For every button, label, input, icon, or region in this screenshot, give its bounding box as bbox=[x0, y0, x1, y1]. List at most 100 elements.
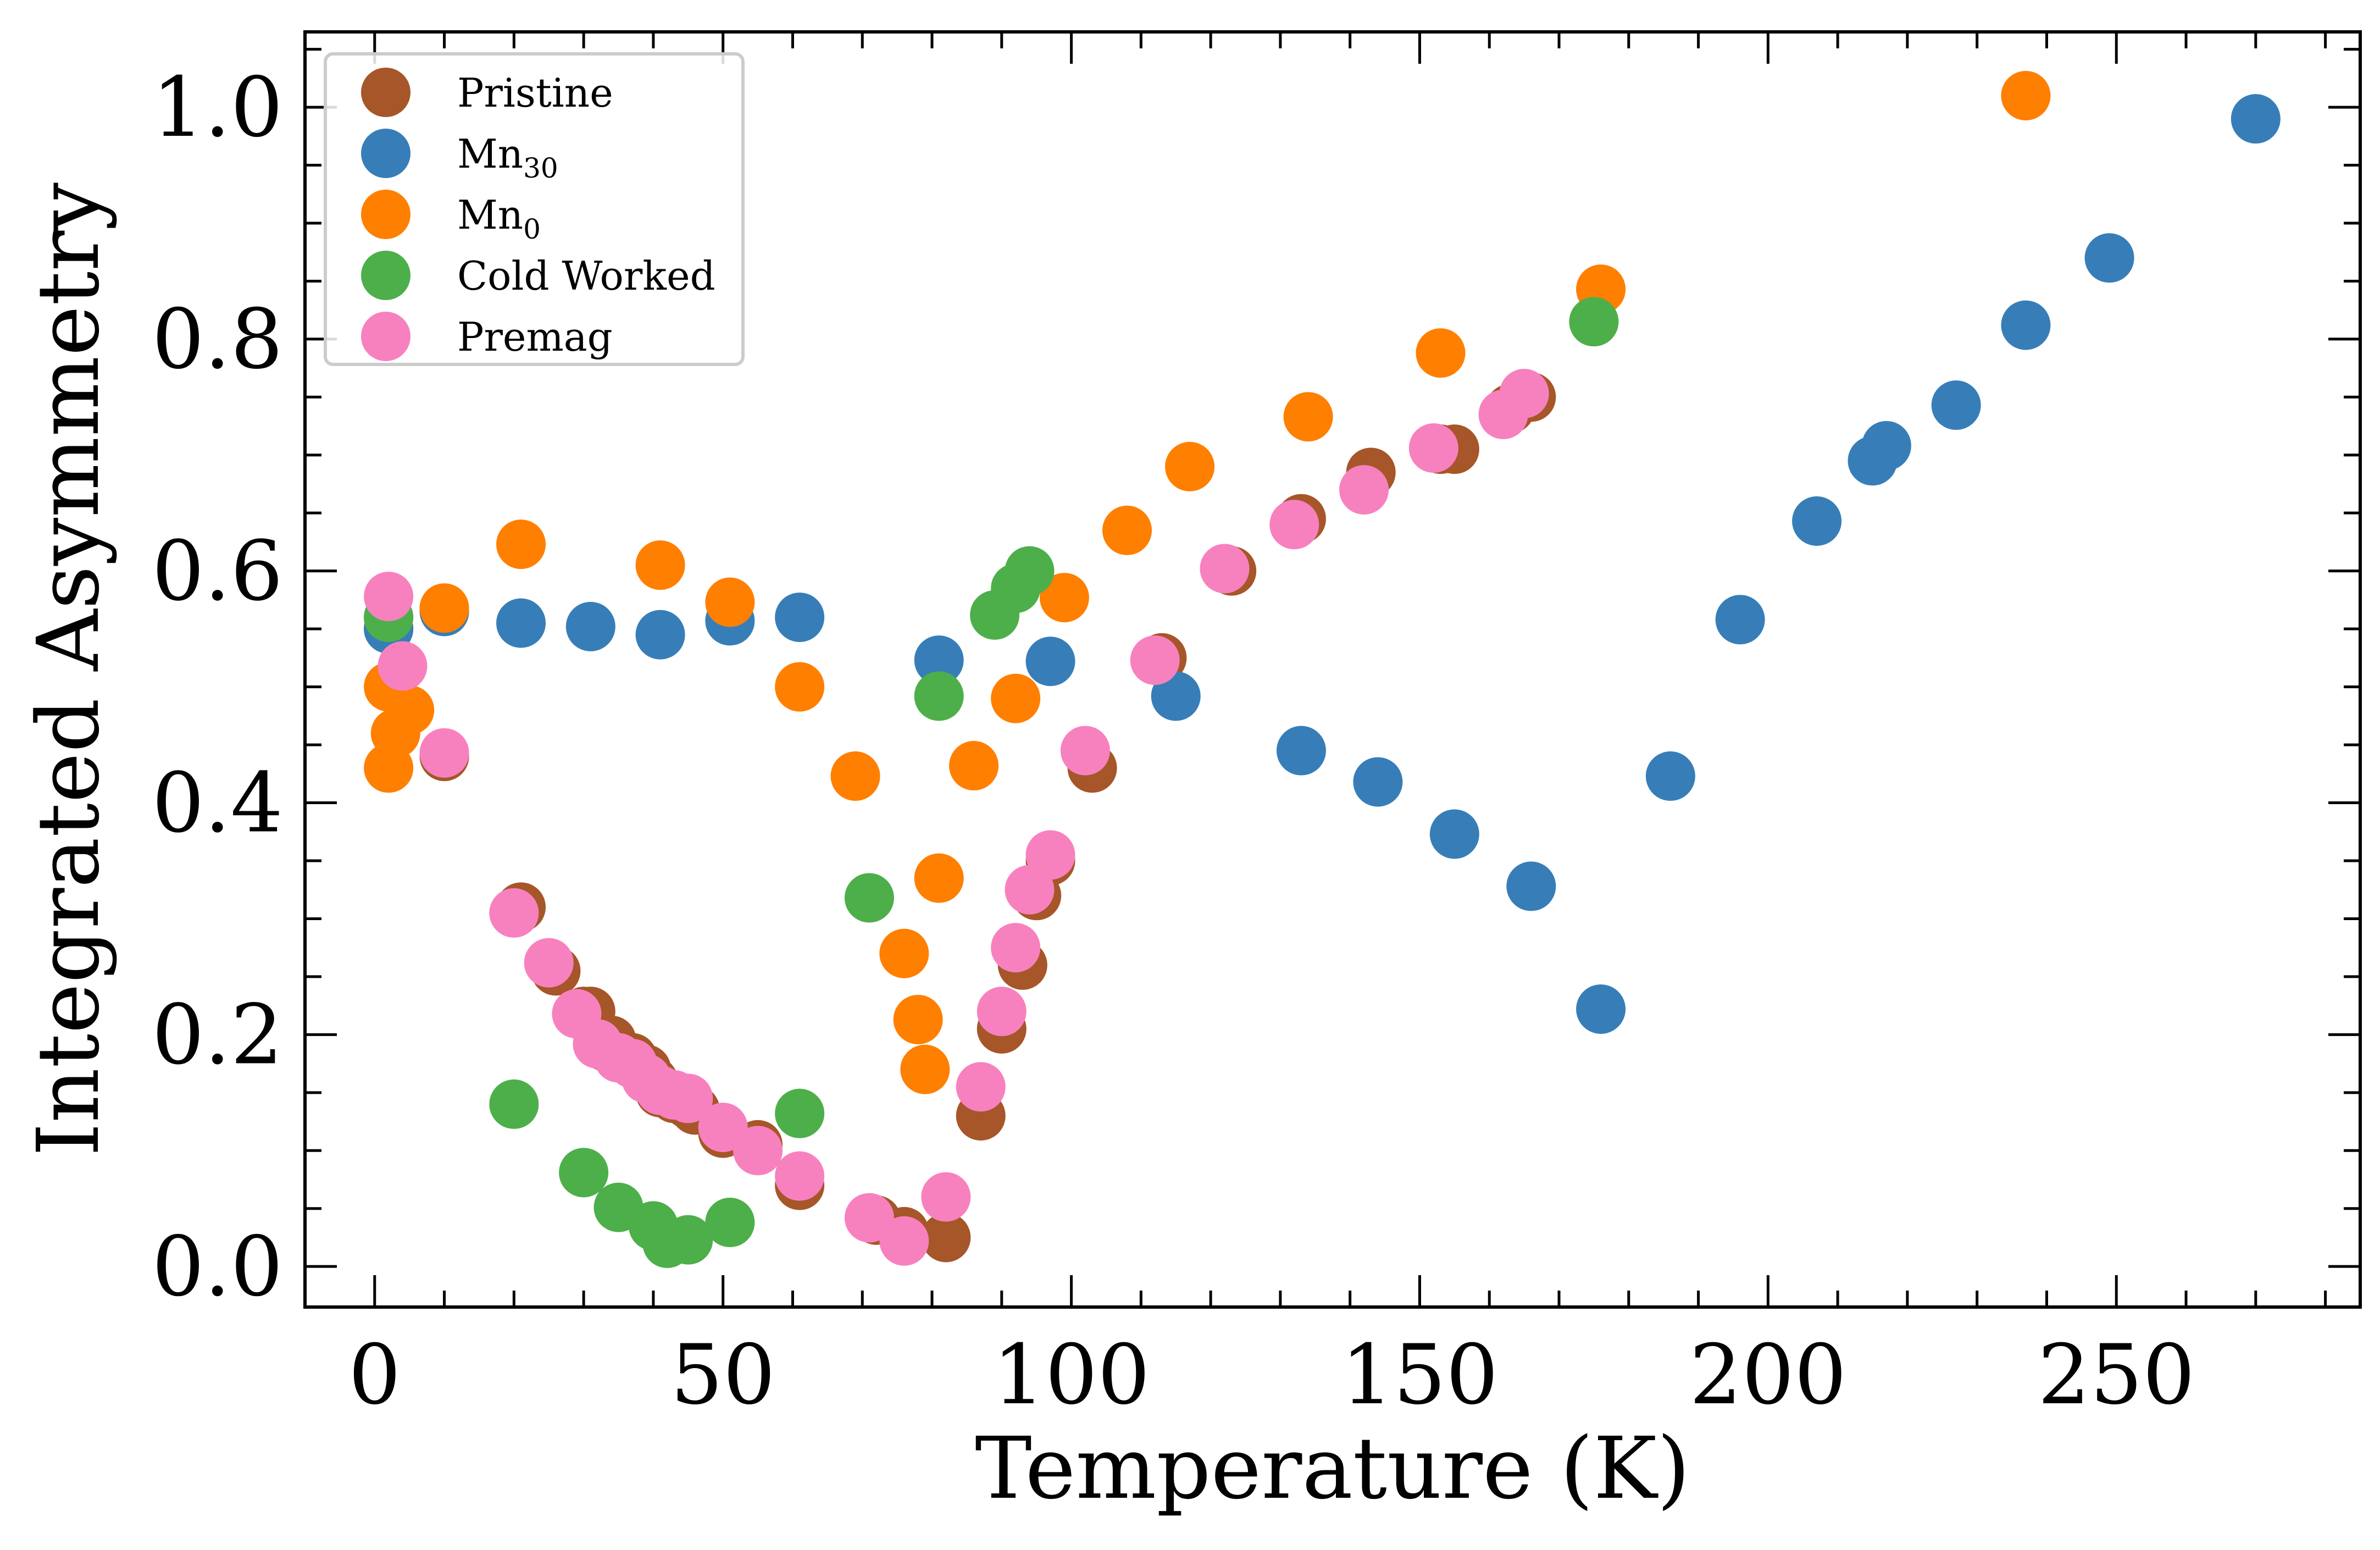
legend-label: Mn30 bbox=[457, 131, 558, 184]
data-point-premag bbox=[1269, 500, 1319, 550]
data-point-mn30 bbox=[1715, 595, 1765, 645]
data-point-mn0 bbox=[635, 540, 685, 590]
legend-label: Premag bbox=[457, 314, 613, 360]
legend-marker bbox=[361, 312, 410, 361]
series-cold-worked bbox=[364, 297, 1619, 1268]
data-point-cold-worked bbox=[1569, 297, 1619, 347]
legend: Pristine Mn30 Mn0 Cold Worked Premag bbox=[324, 52, 745, 366]
data-point-premag bbox=[977, 987, 1027, 1037]
data-point-cold-worked bbox=[559, 1148, 609, 1198]
x-tick-label: 250 bbox=[2038, 1327, 2195, 1423]
data-point-cold-worked bbox=[489, 1079, 539, 1129]
x-tick-label: 200 bbox=[1689, 1327, 1846, 1423]
data-point-premag bbox=[956, 1062, 1006, 1112]
data-point-mn0 bbox=[419, 583, 469, 633]
data-point-cold-worked bbox=[705, 1198, 755, 1248]
data-point-pristine bbox=[921, 1213, 971, 1263]
legend-label: Pristine bbox=[457, 70, 613, 116]
data-point-mn0 bbox=[705, 577, 755, 627]
data-point-mn30 bbox=[1025, 636, 1075, 687]
data-point-premag bbox=[698, 1103, 748, 1153]
data-point-premag bbox=[1060, 726, 1110, 776]
data-point-mn30 bbox=[1861, 420, 1911, 470]
y-tick-label: 0.2 bbox=[152, 987, 283, 1083]
data-point-premag bbox=[921, 1172, 971, 1222]
data-point-premag bbox=[733, 1126, 783, 1176]
legend-marker bbox=[361, 129, 410, 178]
y-tick-label: 0.4 bbox=[152, 756, 283, 851]
data-point-mn0 bbox=[914, 853, 964, 903]
data-point-mn30 bbox=[1151, 671, 1201, 721]
data-point-mn30 bbox=[1506, 861, 1556, 911]
plot-frame bbox=[303, 30, 2362, 1309]
data-point-premag bbox=[1499, 369, 1549, 419]
data-point-mn30 bbox=[565, 601, 615, 651]
data-point-premag bbox=[1200, 544, 1250, 594]
x-tick-label: 150 bbox=[1341, 1327, 1498, 1423]
data-point-mn0 bbox=[2001, 71, 2051, 120]
series-premag bbox=[364, 369, 1549, 1266]
data-point-mn0 bbox=[775, 662, 825, 712]
data-point-mn0 bbox=[496, 519, 546, 569]
legend-marker bbox=[361, 68, 410, 117]
data-point-premag bbox=[879, 1216, 929, 1266]
x-axis-label: Temperature (K) bbox=[975, 1419, 1690, 1518]
data-point-mn30 bbox=[1792, 496, 1842, 546]
series-mn30 bbox=[364, 94, 2281, 1034]
data-point-premag bbox=[378, 641, 428, 691]
legend-box bbox=[324, 52, 745, 366]
data-point-mn0 bbox=[385, 685, 435, 735]
data-point-mn0 bbox=[1416, 328, 1466, 378]
data-point-cold-worked bbox=[663, 1215, 713, 1265]
data-point-mn30 bbox=[1276, 726, 1326, 776]
data-point-mn0 bbox=[991, 673, 1041, 723]
legend-marker bbox=[361, 190, 410, 239]
data-point-premag bbox=[775, 1151, 825, 1201]
legend-label: Cold Worked bbox=[457, 253, 715, 299]
data-point-premag bbox=[419, 728, 469, 778]
x-tick-label: 100 bbox=[992, 1327, 1150, 1423]
data-point-mn0 bbox=[879, 928, 929, 978]
data-point-mn0 bbox=[1102, 505, 1152, 555]
y-tick-label: 0.8 bbox=[152, 292, 283, 388]
data-point-mn30 bbox=[635, 610, 685, 660]
minor-ticks bbox=[303, 32, 2360, 1307]
data-point-premag bbox=[991, 923, 1041, 973]
data-point-premag bbox=[1025, 830, 1075, 880]
y-tick-label: 0.6 bbox=[152, 524, 283, 619]
data-point-mn0 bbox=[949, 741, 999, 791]
data-point-mn0 bbox=[1039, 573, 1089, 623]
y-axis-label: Integrated Asymmetry bbox=[19, 182, 118, 1156]
legend-label: Mn0 bbox=[457, 192, 541, 245]
data-point-cold-worked bbox=[914, 671, 964, 721]
data-point-premag bbox=[1130, 635, 1180, 685]
y-tick-label: 1.0 bbox=[152, 60, 283, 156]
data-point-mn30 bbox=[1429, 809, 1479, 859]
data-point-mn30 bbox=[775, 593, 825, 643]
data-point-mn30 bbox=[914, 635, 964, 685]
data-point-mn0 bbox=[900, 1044, 950, 1094]
tick-labels: 0 50 100 150 200 250 0.0 0.2 0.4 0.6 0.8 1.0 bbox=[152, 60, 2195, 1423]
data-point-cold-worked bbox=[775, 1088, 825, 1138]
data-point-mn30 bbox=[1645, 751, 1695, 801]
data-point-premag bbox=[1339, 465, 1389, 515]
data-point-premag bbox=[663, 1073, 713, 1123]
data-point-premag bbox=[844, 1193, 894, 1243]
y-tick-label: 0.0 bbox=[152, 1219, 283, 1315]
data-point-premag bbox=[489, 888, 539, 938]
data-point-cold-worked bbox=[844, 873, 894, 923]
data-point-mn0 bbox=[830, 751, 880, 801]
data-point-mn0 bbox=[1165, 441, 1215, 491]
data-point-mn30 bbox=[1931, 380, 1981, 430]
data-point-cold-worked bbox=[1005, 546, 1055, 596]
data-point-mn0 bbox=[893, 994, 943, 1044]
x-tick-label: 50 bbox=[670, 1327, 775, 1423]
data-points bbox=[364, 71, 2281, 1268]
legend-marker bbox=[361, 251, 410, 300]
series-mn0 bbox=[364, 71, 2051, 1094]
data-point-mn30 bbox=[1353, 757, 1403, 807]
data-point-mn0 bbox=[1283, 392, 1333, 442]
x-tick-label: 0 bbox=[348, 1327, 401, 1423]
